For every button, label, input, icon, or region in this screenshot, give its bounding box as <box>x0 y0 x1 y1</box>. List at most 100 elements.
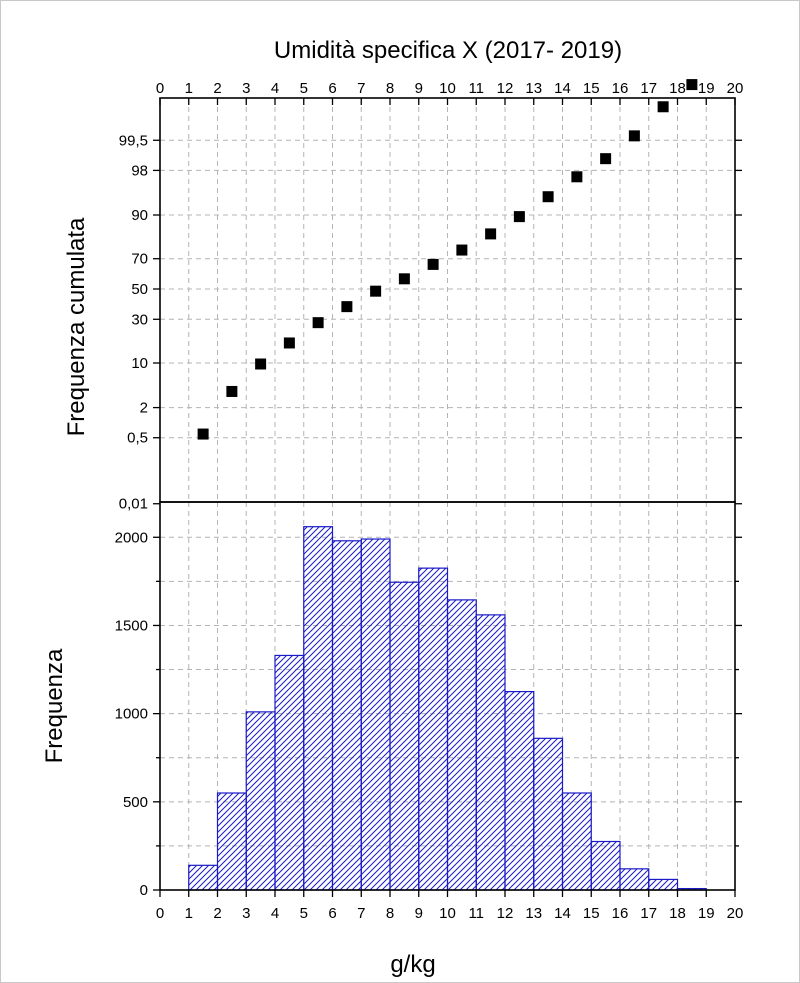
cumulative-points <box>197 79 698 440</box>
cumulative-point <box>312 317 324 329</box>
bottom-y-tick-label: 1000 <box>115 706 148 723</box>
top-y-tick-label: 2 <box>140 400 148 417</box>
bottom-y-tick-label: 500 <box>123 794 148 811</box>
bottom-x-tick-label: 11 <box>468 905 484 922</box>
top-x-tick-label: 19 <box>698 80 715 97</box>
cumulative-point <box>197 428 209 440</box>
top-y-tick-label: 70 <box>131 251 148 268</box>
top-y-axis-label: Frequenza cumulata <box>63 217 90 436</box>
cumulative-point <box>686 79 698 91</box>
histogram-bar <box>360 538 391 891</box>
top-x-tick-label: 8 <box>386 80 394 97</box>
histogram-bars <box>188 526 707 891</box>
bottom-x-tick-label: 20 <box>727 905 744 922</box>
top-x-tick-label: 13 <box>525 80 542 97</box>
top-y-tick-label: 99,5 <box>119 132 148 149</box>
histogram-bar <box>216 792 247 891</box>
top-y-tick-label: 50 <box>131 281 148 298</box>
bottom-x-tick-label: 12 <box>497 905 514 922</box>
histogram-bar <box>619 868 650 891</box>
bottom-y-tick-label: 1500 <box>115 617 148 634</box>
bottom-x-tick-label: 14 <box>554 905 571 922</box>
bottom-x-tick-label: 16 <box>612 905 629 922</box>
bottom-x-tick-label: 7 <box>357 905 365 922</box>
top-x-tick-label: 11 <box>468 80 484 97</box>
cumulative-point <box>657 101 669 113</box>
bottom-x-tick-label: 3 <box>242 905 250 922</box>
axis-tick-labels: 0011223344556677889910101111121213131414… <box>115 80 744 922</box>
cumulative-point <box>427 258 439 270</box>
bottom-x-tick-label: 8 <box>386 905 394 922</box>
x-axis-label: g/kg <box>390 951 435 978</box>
histogram-bar <box>245 711 276 891</box>
cumulative-point <box>628 130 640 142</box>
cumulative-point <box>255 358 267 370</box>
top-y-tick-label: 30 <box>131 311 148 328</box>
top-x-tick-label: 20 <box>727 80 744 97</box>
bottom-y-tick-label: 2000 <box>115 529 148 546</box>
cumulative-point <box>600 153 612 165</box>
chart-title: Umidità specifica X (2017- 2019) <box>274 37 622 64</box>
bottom-x-tick-label: 10 <box>439 905 456 922</box>
bottom-y-tick-label: 0 <box>140 882 148 899</box>
histogram-bar <box>504 690 535 891</box>
top-y-tick-label: 90 <box>131 207 148 224</box>
top-y-tick-label: 98 <box>131 162 148 179</box>
top-x-tick-label: 14 <box>554 80 571 97</box>
cumulative-point <box>571 171 583 183</box>
histogram-bar <box>418 567 449 891</box>
bottom-x-tick-label: 9 <box>415 905 423 922</box>
cumulative-point <box>370 285 382 297</box>
top-x-tick-label: 10 <box>439 80 456 97</box>
bottom-x-tick-label: 15 <box>583 905 600 922</box>
bottom-x-tick-label: 19 <box>698 905 715 922</box>
cumulative-point <box>513 211 525 223</box>
top-x-tick-label: 12 <box>497 80 514 97</box>
top-x-tick-label: 3 <box>242 80 250 97</box>
top-x-tick-label: 17 <box>640 80 657 97</box>
bottom-x-tick-label: 0 <box>156 905 164 922</box>
histogram-bar <box>188 864 219 891</box>
cumulative-point <box>341 301 353 313</box>
histogram-bar <box>648 878 679 891</box>
bottom-x-tick-label: 4 <box>271 905 279 922</box>
top-x-tick-label: 5 <box>300 80 308 97</box>
histogram-bar <box>590 840 621 891</box>
histogram-bar <box>475 614 506 891</box>
histogram-bar <box>331 540 362 891</box>
cumulative-point <box>283 337 295 349</box>
histogram-bar <box>446 599 477 891</box>
top-y-tick-label: 0,5 <box>127 430 148 447</box>
cumulative-point <box>456 244 468 256</box>
top-x-tick-label: 4 <box>271 80 279 97</box>
top-x-tick-label: 6 <box>328 80 336 97</box>
top-x-tick-label: 0 <box>156 80 164 97</box>
histogram-bar <box>303 526 334 891</box>
bottom-x-tick-label: 13 <box>525 905 542 922</box>
bottom-y-axis-label: Frequenza <box>41 648 68 763</box>
top-x-tick-label: 9 <box>415 80 423 97</box>
cumulative-point <box>398 273 410 285</box>
bottom-x-tick-label: 2 <box>213 905 221 922</box>
top-x-tick-label: 7 <box>357 80 365 97</box>
top-x-tick-label: 1 <box>185 80 193 97</box>
top-x-tick-label: 16 <box>612 80 629 97</box>
cumulative-point <box>485 228 497 240</box>
top-x-tick-label: 15 <box>583 80 600 97</box>
top-y-tick-label: 0,01 <box>119 496 148 513</box>
bottom-x-tick-label: 1 <box>185 905 193 922</box>
axis-ticks <box>153 98 742 897</box>
histogram-bar <box>561 792 592 891</box>
histogram-bar <box>274 654 305 891</box>
bottom-x-tick-label: 5 <box>300 905 308 922</box>
bottom-x-tick-label: 18 <box>669 905 686 922</box>
histogram-bar <box>533 737 564 891</box>
bottom-x-tick-label: 17 <box>640 905 657 922</box>
top-y-tick-label: 10 <box>131 355 148 372</box>
cumulative-point <box>542 191 554 203</box>
bottom-x-tick-label: 6 <box>328 905 336 922</box>
top-x-tick-label: 18 <box>669 80 686 97</box>
cumulative-point <box>226 385 238 397</box>
